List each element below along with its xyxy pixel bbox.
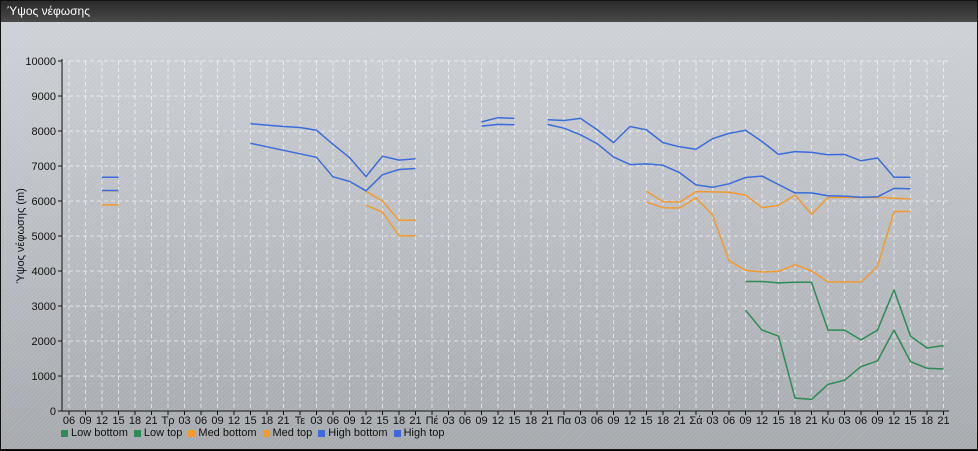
- x-tick-label: Πέ: [426, 415, 439, 427]
- x-tick-label: 06: [723, 415, 735, 427]
- legend-item[interactable]: High top: [393, 427, 445, 439]
- x-tick-label: 15: [772, 415, 784, 427]
- x-tick-label: 15: [904, 415, 916, 427]
- x-tick-label: 15: [508, 415, 520, 427]
- series-line-high-top: [547, 117, 911, 178]
- x-tick-label: 12: [624, 415, 636, 427]
- x-tick-label: 21: [145, 415, 157, 427]
- y-tick-label: 2000: [32, 336, 56, 348]
- legend-swatch: [318, 429, 326, 437]
- y-tick-label: 3000: [32, 301, 56, 313]
- x-tick-label: Τρ: [162, 415, 175, 427]
- x-tick-label: 15: [244, 415, 256, 427]
- x-tick-label: 06: [195, 415, 207, 427]
- x-tick-label: 12: [360, 415, 372, 427]
- y-tick-label: 7000: [32, 161, 56, 173]
- x-tick-label: 12: [756, 415, 768, 427]
- y-tick-label: 10000: [25, 56, 56, 68]
- x-tick-label: 06: [63, 415, 75, 427]
- x-tick-label: 09: [211, 415, 223, 427]
- series-line-high-top: [481, 116, 515, 123]
- x-tick-label: 03: [442, 415, 454, 427]
- x-tick-label: 21: [673, 415, 685, 427]
- x-tick-label: 06: [591, 415, 603, 427]
- legend-swatch: [393, 429, 401, 437]
- x-tick-label: 03: [310, 415, 322, 427]
- x-tick-label: 21: [541, 415, 553, 427]
- x-tick-label: 06: [327, 415, 339, 427]
- legend-item[interactable]: High bottom: [318, 427, 388, 439]
- legend-swatch: [61, 429, 68, 437]
- x-tick-label: 09: [739, 415, 751, 427]
- legend-item[interactable]: Low top: [133, 427, 183, 439]
- x-tick-label: 18: [789, 415, 801, 427]
- x-tick-label: 09: [475, 415, 487, 427]
- x-tick-label: 18: [393, 415, 405, 427]
- x-tick-label: Κυ: [821, 415, 834, 427]
- series-line-high-bottom: [250, 142, 416, 192]
- x-tick-label: 09: [607, 415, 619, 427]
- legend-swatch: [133, 429, 141, 437]
- series-line-low-top: [745, 280, 944, 349]
- x-tick-label: 21: [277, 415, 289, 427]
- x-tick-label: 21: [937, 415, 949, 427]
- x-tick-label: 09: [79, 415, 91, 427]
- window-title: Ύψος νέφωσης: [1, 1, 977, 22]
- x-tick-label: 09: [343, 415, 355, 427]
- x-tick-label: 18: [261, 415, 273, 427]
- legend-label: Low top: [143, 427, 183, 439]
- y-tick-label: 4000: [32, 266, 56, 278]
- legend-label: Med bottom: [198, 427, 257, 439]
- x-tick-label: Σά: [689, 415, 703, 427]
- y-axis-label: Ύψος νέφωσης (m): [15, 188, 27, 284]
- legend-item[interactable]: Med top: [262, 427, 313, 439]
- x-tick-label: Πα: [557, 415, 572, 427]
- y-tick-label: 5000: [32, 231, 56, 243]
- legend-swatch: [262, 429, 270, 437]
- x-tick-label: 09: [871, 415, 883, 427]
- x-tick-label: 15: [112, 415, 124, 427]
- x-tick-label: 12: [228, 415, 240, 427]
- series-line-med-bottom: [646, 197, 911, 283]
- x-tick-label: 18: [657, 415, 669, 427]
- x-tick-label: 12: [96, 415, 108, 427]
- x-tick-label: 03: [838, 415, 850, 427]
- series-line-med-bottom: [365, 204, 416, 237]
- legend-label: Med top: [272, 427, 313, 439]
- x-tick-label: 06: [459, 415, 471, 427]
- legend-swatch: [188, 429, 196, 437]
- legend-item[interactable]: Low bottom: [61, 427, 128, 439]
- x-tick-label: Τε: [295, 415, 306, 427]
- legend: Low bottom Low top Med bottom Med top High b…: [61, 427, 445, 439]
- series-line-med-top: [365, 190, 416, 222]
- series-line-high-bottom: [481, 123, 515, 127]
- x-tick-label: 18: [921, 415, 933, 427]
- legend-label: High top: [403, 427, 445, 439]
- x-tick-label: 06: [855, 415, 867, 427]
- x-tick-label: 15: [376, 415, 388, 427]
- x-tick-label: 18: [525, 415, 537, 427]
- y-tick-label: 1000: [32, 371, 56, 383]
- x-tick-label: 18: [129, 415, 141, 427]
- series-line-low-bottom: [744, 309, 944, 401]
- x-tick-label: 21: [805, 415, 817, 427]
- x-tick-label: 15: [640, 415, 652, 427]
- y-tick-label: 6000: [32, 196, 56, 208]
- legend-item[interactable]: Med bottom: [188, 427, 257, 439]
- x-tick-label: 03: [574, 415, 586, 427]
- series-line-high-top: [250, 122, 416, 178]
- legend-label: High bottom: [328, 427, 388, 439]
- x-tick-label: 03: [706, 415, 718, 427]
- x-tick-label: 12: [888, 415, 900, 427]
- series-line-high-bottom: [547, 123, 911, 198]
- y-tick-label: 8000: [32, 126, 56, 138]
- legend-label: Low bottom: [71, 427, 128, 439]
- x-tick-label: 21: [409, 415, 421, 427]
- y-tick-label: 0: [50, 406, 56, 418]
- x-tick-label: 03: [178, 415, 190, 427]
- x-tick-label: 12: [492, 415, 504, 427]
- y-tick-label: 9000: [32, 91, 56, 103]
